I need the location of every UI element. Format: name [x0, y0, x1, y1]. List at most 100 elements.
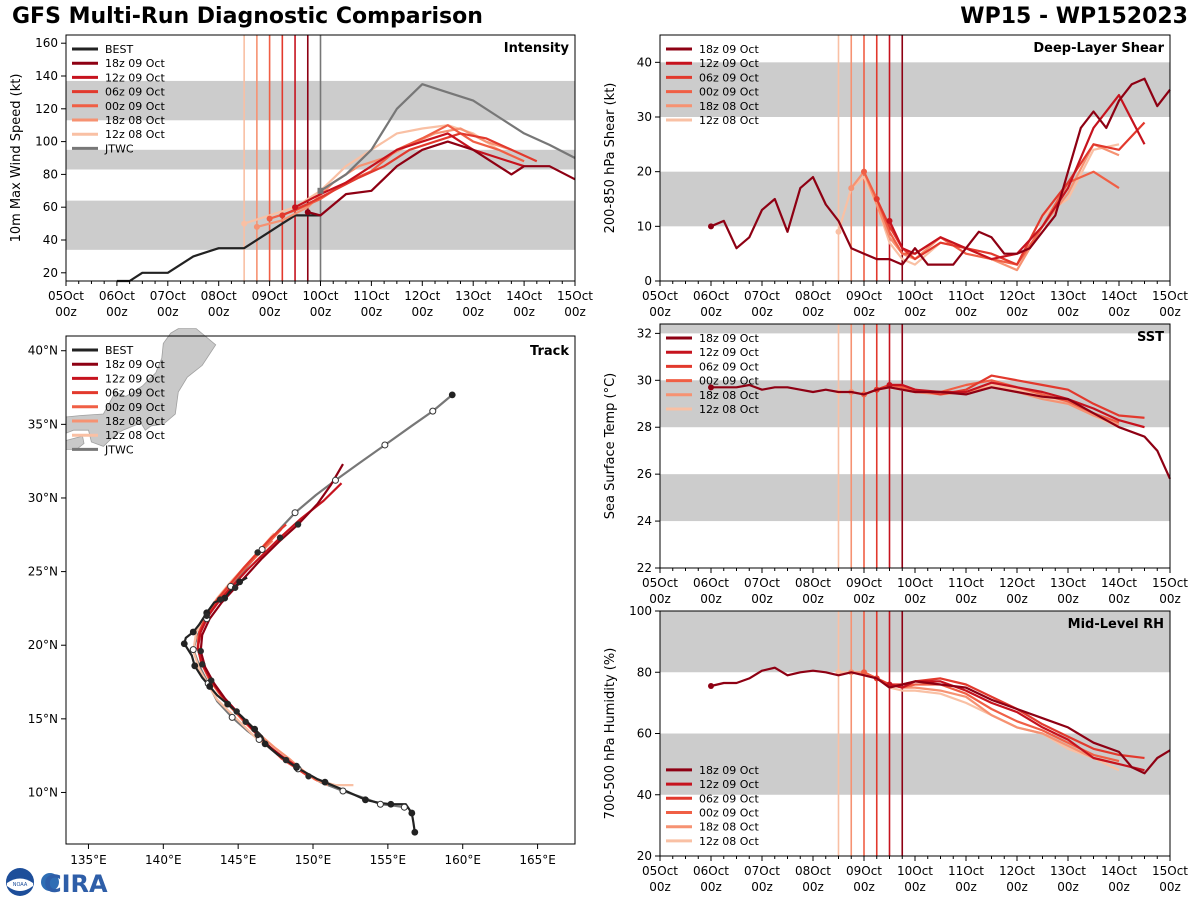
intensity-jtwc-marker [317, 187, 324, 194]
storm-id-title: WP15 - WP152023 [960, 4, 1188, 29]
rh-xtick-day: 13Oct [1050, 864, 1086, 878]
intensity-xtick-day: 09Oct [252, 289, 288, 303]
intensity-series-12z-09-oct [294, 132, 525, 209]
legend-label-12z-09-oct: 12z 09 Oct [699, 57, 759, 70]
sst-xtick-hour: 00z [802, 592, 824, 606]
sst-panel-title: SST [1137, 330, 1164, 345]
shear-series-18z-09-oct [710, 77, 1171, 266]
shear-xtick-hour: 00z [853, 305, 875, 319]
track-point-12z-09-oct [199, 661, 206, 668]
track-point-06z-09-oct [254, 549, 261, 556]
shear-ylabel: 200-850 hPa Shear (kt) [603, 83, 618, 234]
intensity-xtick-hour: 00z [462, 305, 484, 319]
intensity-panel-title: Intensity [504, 41, 570, 56]
intensity-xtick-day: 11Oct [353, 289, 389, 303]
shear-xtick-hour: 00z [649, 305, 671, 319]
sst-xtick-hour: 00z [1006, 592, 1028, 606]
track-xtick-label: 160°E [444, 853, 481, 867]
shear-xtick-hour: 00z [904, 305, 926, 319]
track-point-jtwc-end [448, 391, 456, 399]
rh-xtick-day: 07Oct [744, 864, 780, 878]
legend-label-06z-09-oct: 06z 09 Oct [105, 86, 165, 99]
legend-label-12z-08-oct: 12z 08 Oct [105, 128, 165, 141]
track-point-jtwc [228, 713, 236, 721]
legend-label-12z-08-oct: 12z 08 Oct [699, 403, 759, 416]
sst-band [660, 474, 1170, 522]
track-point-jtwc [189, 646, 197, 654]
track-point-best [251, 725, 259, 733]
rh-xtick-hour: 00z [1057, 880, 1079, 894]
track-point-jtwc [339, 787, 347, 795]
intensity-init-marker-00z-09-oct [266, 215, 273, 222]
shear-xtick-day: 14Oct [1101, 289, 1137, 303]
track-point-12z-09-oct [216, 596, 224, 603]
track-point-best [411, 828, 419, 836]
legend-label-18z-09-oct: 18z 09 Oct [105, 358, 165, 371]
shear-init-marker-18z-08-oct [848, 185, 855, 192]
sst-xtick-day: 12Oct [999, 576, 1035, 590]
track-ytick-label: 15°N [28, 712, 58, 726]
shear-xtick-day: 12Oct [999, 289, 1035, 303]
rh-ytick-label: 20 [637, 849, 652, 863]
shear-xtick-hour: 00z [1108, 305, 1130, 319]
shear-xtick-hour: 00z [1057, 305, 1079, 319]
track-ytick-label: 30°N [28, 491, 58, 505]
track-xtick-label: 145°E [220, 853, 257, 867]
land-mass [65, 328, 217, 447]
track-point-06z-09-oct [208, 677, 215, 684]
shear-xtick-day: 05Oct [642, 289, 678, 303]
cira-logo-text: CIRA [44, 870, 108, 898]
shear-xtick-hour: 00z [802, 305, 824, 319]
legend-label-18z-09-oct: 18z 09 Oct [699, 764, 759, 777]
rh-xtick-day: 15Oct [1152, 864, 1188, 878]
track-point-12z-09-oct [276, 534, 284, 541]
rh-xtick-hour: 00z [853, 880, 875, 894]
legend-label-12z-08-oct: 12z 08 Oct [105, 429, 165, 442]
legend-label-12z-08-oct: 12z 08 Oct [699, 114, 759, 127]
rh-xtick-hour: 00z [802, 880, 824, 894]
sst-init-marker-18z-09-oct [708, 384, 714, 391]
track-point-best [408, 809, 416, 817]
shear-xtick-hour: 00z [955, 305, 977, 319]
shear-ytick-label: 10 [637, 219, 652, 233]
shear-init-marker-18z-09-oct [708, 223, 714, 230]
track-point-06z-09-oct [203, 612, 210, 619]
rh-xtick-day: 11Oct [948, 864, 984, 878]
rh-xtick-hour: 00z [955, 880, 977, 894]
legend-label-jtwc: JTWC [104, 142, 134, 155]
sst-xtick-day: 10Oct [897, 576, 933, 590]
intensity-ytick-label: 20 [43, 266, 58, 280]
sst-xtick-day: 13Oct [1050, 576, 1086, 590]
rh-xtick-hour: 00z [1108, 880, 1130, 894]
track-point-best [362, 796, 369, 804]
sst-xtick-hour: 00z [853, 592, 875, 606]
shear-series-12z-09-oct [888, 93, 1146, 261]
track-point-best [189, 628, 197, 636]
sst-band [660, 324, 1170, 334]
rh-series-18z-09-oct [710, 666, 1171, 775]
intensity-xtick-hour: 00z [412, 305, 434, 319]
sst-xtick-day: 05Oct [642, 576, 678, 590]
rh-panel: 05Oct 00z 06Oct 00z 07Oct 00z 08Oct 00z 09Oct 00z… [603, 604, 1188, 894]
track-point-12z-09-oct [242, 718, 249, 725]
track-point-jtwc [429, 407, 437, 415]
track-point-18z-09-oct [233, 708, 240, 715]
sst-xtick-hour: 00z [649, 592, 671, 606]
legend-label-18z-08-oct: 18z 08 Oct [699, 100, 759, 113]
intensity-xtick-hour: 00z [157, 305, 179, 319]
legend-label-06z-09-oct: 06z 09 Oct [105, 387, 165, 400]
sst-ytick-label: 32 [637, 326, 652, 340]
shear-xtick-hour: 00z [700, 305, 722, 319]
sst-ytick-label: 22 [637, 561, 652, 575]
intensity-series-18z-09-oct [307, 140, 576, 217]
legend-label-06z-09-oct: 06z 09 Oct [699, 71, 759, 84]
track-point-best [321, 778, 329, 786]
legend-label-12z-08-oct: 12z 08 Oct [699, 835, 759, 848]
rh-xtick-hour: 00z [904, 880, 926, 894]
track-point-best [191, 662, 199, 670]
shear-ytick-label: 0 [644, 274, 652, 288]
track-xtick-label: 155°E [370, 853, 407, 867]
intensity-init-marker-06z-09-oct [279, 212, 286, 219]
rh-init-marker-18z-09-oct [708, 683, 714, 690]
shear-xtick-day: 13Oct [1050, 289, 1086, 303]
